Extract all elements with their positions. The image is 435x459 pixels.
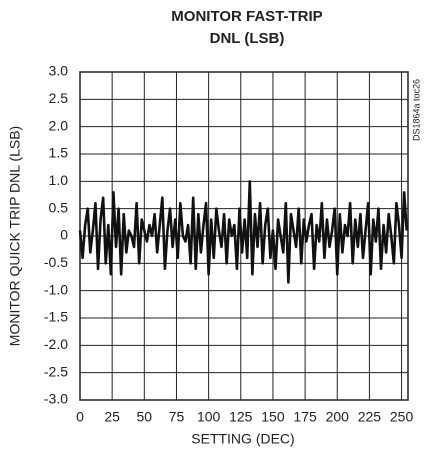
x-tick-label: 250: [390, 409, 414, 425]
x-tick-label: 0: [76, 409, 84, 425]
y-tick-label: -2.0: [44, 336, 68, 352]
y-tick-label: -2.5: [44, 363, 68, 379]
x-tick-label: 25: [104, 409, 120, 425]
y-tick-label: -3.0: [44, 391, 68, 407]
y-tick-label: -1.5: [44, 309, 68, 325]
x-tick-label: 50: [137, 409, 153, 425]
x-tick-label: 175: [293, 409, 317, 425]
x-axis-label: SETTING (DEC): [191, 431, 294, 447]
chart-title: MONITOR FAST-TRIP: [171, 8, 322, 25]
x-tick-label: 225: [358, 409, 382, 425]
y-tick-label: 0.5: [49, 199, 69, 215]
x-tick-label: 125: [229, 409, 253, 425]
y-tick-label: 1.5: [49, 145, 69, 161]
x-tick-label: 150: [261, 409, 285, 425]
y-tick-label: 2.5: [49, 90, 69, 106]
x-tick-label: 75: [169, 409, 185, 425]
y-axis-label: MONITOR QUICK TRIP DNL (LSB): [7, 126, 23, 346]
y-tick-label: 1.0: [49, 172, 69, 188]
y-tick-label: 3.0: [49, 63, 69, 79]
chart-title: DNL (LSB): [210, 30, 285, 47]
figure-code: DS1864a toc26: [411, 79, 421, 141]
y-tick-label: 0: [60, 227, 68, 243]
x-tick-label: 100: [197, 409, 221, 425]
data-line: [78, 180, 409, 284]
y-tick-label: -1.0: [44, 281, 68, 297]
y-tick-label: 2.0: [49, 117, 69, 133]
x-tick-label: 200: [326, 409, 350, 425]
y-tick-label: -0.5: [44, 254, 68, 270]
